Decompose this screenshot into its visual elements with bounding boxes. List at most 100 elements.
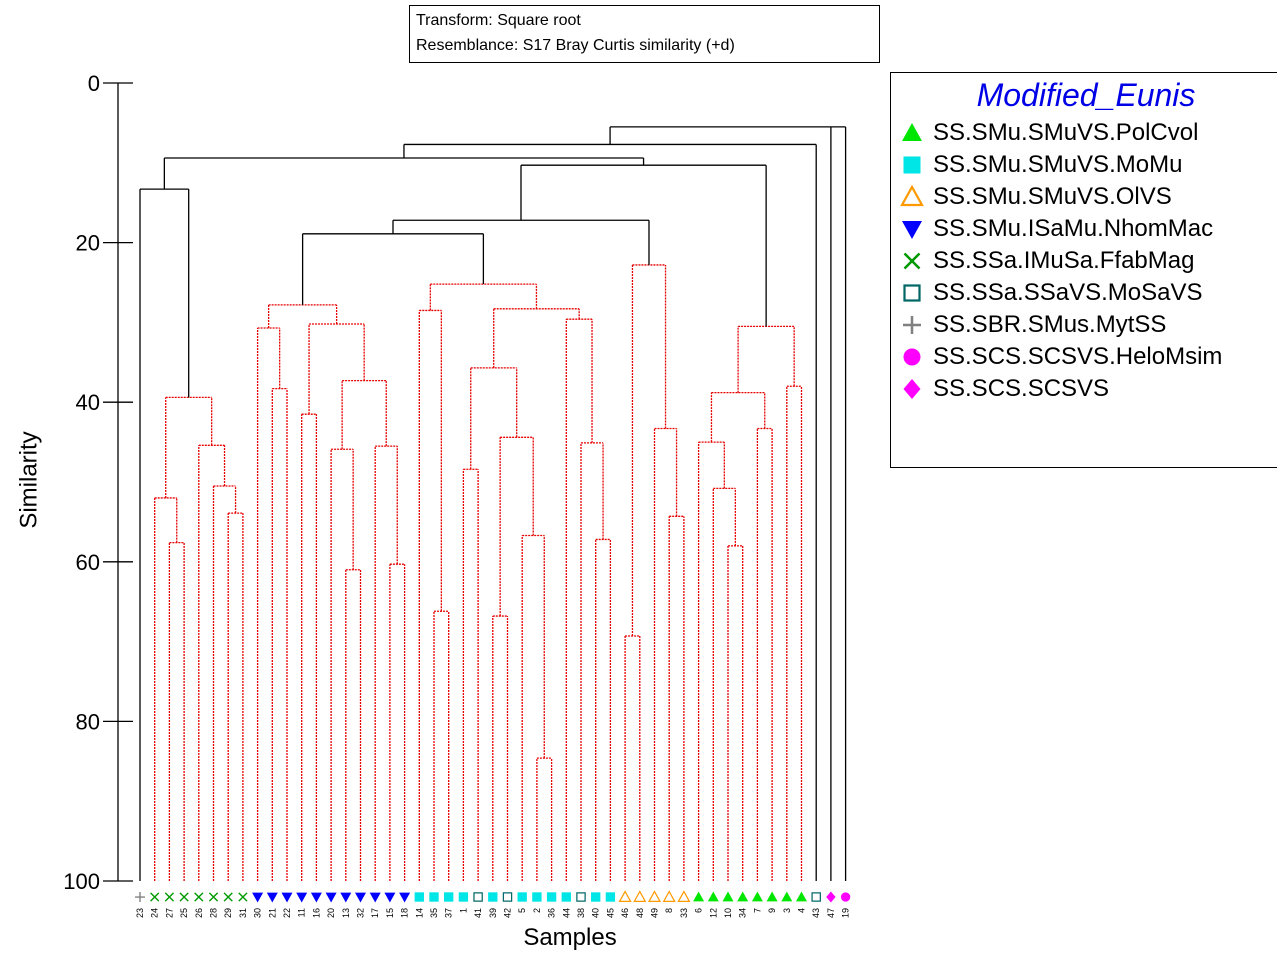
legend-label: SS.SCS.SCSVS.HeloMsim <box>933 343 1223 370</box>
leaf-marker-45 <box>605 892 616 902</box>
legend-label: SS.SMu.ISaMu.NhomMac <box>933 215 1214 242</box>
leaf-marker-42 <box>502 892 513 902</box>
leaf-label-16: 16 <box>311 908 321 918</box>
legend-symbol-icon <box>900 184 924 207</box>
legend-marker-4 <box>903 252 921 270</box>
leaf-marker-43 <box>811 892 821 902</box>
leaf-marker-21 <box>266 892 278 903</box>
leaf-marker-30 <box>252 892 264 903</box>
leaf-marker-44 <box>561 892 571 902</box>
leaf-label-21: 21 <box>267 908 277 918</box>
y-axis: 0 20 40 60 80 100 <box>63 71 133 894</box>
leaf-label-38: 38 <box>576 908 586 918</box>
y-tick-label-1: 20 <box>76 231 100 256</box>
leaf-label-27: 27 <box>164 908 174 918</box>
legend-symbol-icon <box>903 379 921 399</box>
leaf-marker-37 <box>444 892 454 902</box>
legend-marker-6 <box>903 316 921 334</box>
transform-text: Transform: Square root <box>416 12 581 29</box>
legend-symbol-icon <box>903 156 921 174</box>
legend-item-8: SS.SCS.SCSVS <box>899 373 1109 405</box>
leaf-label-6: 6 <box>694 908 704 913</box>
leaf-marker-4 <box>796 891 807 902</box>
leaf-marker-24 <box>150 892 160 902</box>
legend-item-5: SS.SSa.SSaVS.MoSaVS <box>899 277 1202 309</box>
leaf-marker-9 <box>766 891 778 902</box>
leaf-marker-27 <box>164 892 175 902</box>
y-tick-label-0: 0 <box>88 71 100 96</box>
legend-item-7: SS.SCS.SCSVS.HeloMsim <box>899 341 1222 373</box>
leaf-marker-1 <box>458 892 469 902</box>
legend-label: SS.SSa.IMuSa.FfabMag <box>933 247 1195 274</box>
leaf-label-35: 35 <box>429 908 439 918</box>
leaf-marker-10 <box>722 891 734 902</box>
leaf-label-20: 20 <box>326 908 336 918</box>
leaf-marker-40 <box>591 892 601 902</box>
leaf-label-26: 26 <box>194 908 204 918</box>
legend-symbol-icon <box>903 252 921 270</box>
leaf-label-8: 8 <box>664 908 674 913</box>
leaf-marker-6 <box>693 891 705 902</box>
leaf-label-34: 34 <box>738 908 748 918</box>
leaf-label-15: 15 <box>385 908 395 918</box>
leaf-label-33: 33 <box>679 908 689 918</box>
leaf-label-12: 12 <box>708 908 718 918</box>
leaf-marker-48 <box>633 890 647 903</box>
leaf-marker-35 <box>429 892 439 902</box>
leaf-label-10: 10 <box>723 908 733 918</box>
leaf-marker-39 <box>488 892 498 902</box>
legend-item-4: SS.SSa.IMuSa.FfabMag <box>899 245 1194 277</box>
leaf-marker-31 <box>238 892 248 902</box>
leaf-label-5: 5 <box>517 908 527 913</box>
leaf-marker-8 <box>662 890 676 903</box>
leaf-marker-5 <box>517 892 527 902</box>
leaf-marker-11 <box>296 892 308 903</box>
legend-label: SS.SSa.SSaVS.MoSaVS <box>933 279 1203 306</box>
leaf-marker-19 <box>840 892 851 902</box>
leaf-marker-38 <box>576 892 586 902</box>
info-box: Transform: Square root Resemblance: S17 … <box>409 5 880 63</box>
leaf-marker-18 <box>399 892 411 903</box>
leaf-label-37: 37 <box>444 908 454 918</box>
legend-symbol-icon <box>903 316 921 334</box>
legend-item-1: SS.SMu.SMuVS.MoMu <box>899 149 1182 181</box>
legend-marker-8 <box>903 379 921 399</box>
legend-marker-0 <box>902 123 922 141</box>
leaf-label-44: 44 <box>561 908 571 918</box>
leaf-label-17: 17 <box>370 908 380 918</box>
leaf-label-39: 39 <box>488 908 498 918</box>
legend-marker-3 <box>902 221 922 239</box>
leaf-label-3: 3 <box>782 908 792 913</box>
legend-item-2: SS.SMu.SMuVS.OlVS <box>899 181 1172 213</box>
legend-item-6: SS.SBR.SMus.MytSS <box>899 309 1166 341</box>
leaf-marker-17 <box>369 892 381 903</box>
leaf-label-32: 32 <box>356 908 366 918</box>
leaf-label-29: 29 <box>223 908 233 918</box>
leaf-marker-32 <box>355 892 366 903</box>
y-tick-label-3: 60 <box>76 550 100 575</box>
leaf-label-48: 48 <box>635 908 645 918</box>
leaf-label-4: 4 <box>797 908 807 913</box>
legend-item-0: SS.SMu.SMuVS.PolCvol <box>899 117 1198 149</box>
leaf-label-14: 14 <box>414 908 424 918</box>
leaf-label-1: 1 <box>458 908 468 913</box>
legend-label: SS.SMu.SMuVS.PolCvol <box>933 119 1199 146</box>
leaf-label-11: 11 <box>297 908 307 917</box>
legend-marker-2 <box>900 184 924 207</box>
legend-marker-7 <box>903 348 921 366</box>
leaf-marker-36 <box>546 892 557 902</box>
leaf-label-28: 28 <box>209 908 219 918</box>
leaf-marker-33 <box>677 890 691 903</box>
leaf-marker-20 <box>325 892 337 903</box>
leaf-marker-13 <box>340 892 352 903</box>
leaf-markers <box>135 890 851 903</box>
leaf-label-49: 49 <box>650 908 660 918</box>
y-tick-label-4: 80 <box>76 709 100 734</box>
leaf-label-46: 46 <box>620 908 630 918</box>
leaf-marker-2 <box>532 892 542 902</box>
x-axis-label: Samples <box>523 924 617 951</box>
legend-label: SS.SBR.SMus.MytSS <box>933 311 1167 338</box>
legend-label: SS.SCS.SCSVS <box>933 375 1110 402</box>
leaf-marker-7 <box>751 891 763 902</box>
